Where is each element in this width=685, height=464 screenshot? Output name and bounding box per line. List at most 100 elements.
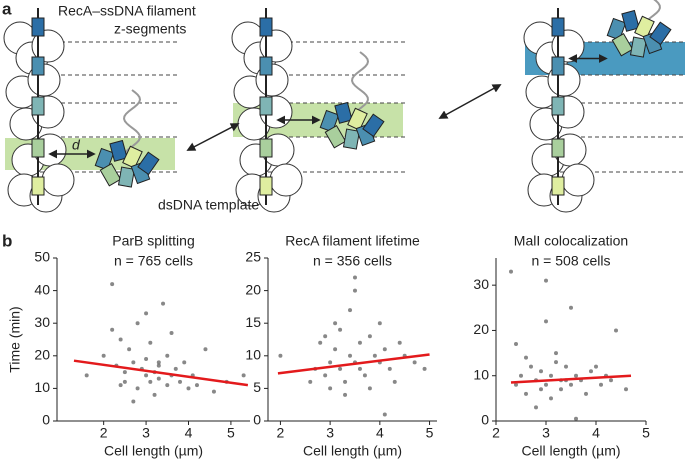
template-segment xyxy=(137,151,160,176)
data-point xyxy=(241,373,246,378)
data-point xyxy=(131,360,136,365)
data-point xyxy=(328,386,333,391)
template-segment xyxy=(117,166,136,188)
data-point xyxy=(357,340,362,345)
data-point xyxy=(392,379,397,384)
data-point xyxy=(323,373,328,378)
template-segment xyxy=(611,33,634,57)
template-segment xyxy=(362,113,385,138)
data-point xyxy=(544,382,548,387)
data-point xyxy=(348,353,353,358)
y-tick-label: 15 xyxy=(245,314,261,330)
panel-label: b xyxy=(2,231,12,250)
data-point xyxy=(624,387,628,392)
z-segment xyxy=(31,96,45,116)
data-point xyxy=(173,366,178,371)
data-point xyxy=(122,370,127,375)
template-segment xyxy=(99,163,122,187)
data-point xyxy=(131,399,136,404)
x-axis-label: Cell length (µm) xyxy=(303,443,402,459)
z-segment xyxy=(259,138,273,158)
data-point xyxy=(599,382,603,387)
data-point xyxy=(387,366,392,371)
y-tick-label: 10 xyxy=(245,347,261,363)
z-segment xyxy=(551,17,565,37)
chart-title: RecA filament lifetime xyxy=(285,233,420,249)
y-axis-label: Time (min) xyxy=(7,306,23,372)
z-segment xyxy=(551,176,565,196)
y-tick-label: 20 xyxy=(34,347,50,363)
data-point xyxy=(589,369,593,374)
reca-monomer xyxy=(259,29,293,63)
data-point xyxy=(333,321,338,326)
data-point xyxy=(169,330,174,335)
data-point xyxy=(574,416,578,421)
data-point xyxy=(156,376,161,381)
filament-label: RecA–ssDNA filament xyxy=(58,3,196,19)
x-tick-label: 2 xyxy=(492,425,500,441)
x-tick-label: 2 xyxy=(100,425,108,441)
data-point xyxy=(165,353,170,358)
data-point xyxy=(372,353,377,358)
panel-label: a xyxy=(2,0,12,18)
y-tick-label: 10 xyxy=(473,366,489,382)
x-tick-label: 5 xyxy=(642,425,650,441)
reca-monomer xyxy=(561,163,595,197)
reca-monomer xyxy=(31,29,65,63)
x-tick-label: 3 xyxy=(542,425,550,441)
x-tick-label: 5 xyxy=(426,425,434,441)
data-point xyxy=(118,383,123,388)
data-point xyxy=(278,353,283,358)
z-segment xyxy=(259,96,273,116)
template-segment xyxy=(334,101,353,124)
data-point xyxy=(165,383,170,388)
z-segment xyxy=(259,176,273,196)
z-segment xyxy=(31,17,45,37)
z-segment xyxy=(551,138,565,158)
template-segment xyxy=(649,21,672,46)
data-point xyxy=(397,340,402,345)
fit-line xyxy=(510,374,632,384)
data-point xyxy=(338,327,343,332)
data-point xyxy=(148,379,153,384)
data-point xyxy=(544,319,548,324)
data-point xyxy=(514,382,518,387)
data-point xyxy=(614,328,618,333)
z-segment xyxy=(31,176,45,196)
data-point xyxy=(144,311,149,316)
data-point xyxy=(352,275,357,280)
data-point xyxy=(574,373,578,378)
data-point xyxy=(110,282,115,287)
data-point xyxy=(559,387,563,392)
data-point xyxy=(211,389,216,394)
chart-title: MalI colocalization xyxy=(514,233,628,249)
data-point xyxy=(186,386,191,391)
chart-subtitle: n = 765 cells xyxy=(114,253,193,269)
data-point xyxy=(377,321,382,326)
data-point xyxy=(367,386,372,391)
template-segment xyxy=(122,145,143,169)
x-tick-label: 3 xyxy=(142,425,150,441)
template-segment xyxy=(347,107,368,131)
z-segment xyxy=(259,56,273,76)
y-tick-label: 0 xyxy=(42,412,50,428)
x-axis-label: Cell length (µm) xyxy=(521,443,620,459)
data-point xyxy=(343,379,348,384)
y-tick-label: 20 xyxy=(245,281,261,297)
data-point xyxy=(539,369,543,374)
data-point xyxy=(194,383,199,388)
x-tick-label: 5 xyxy=(227,425,235,441)
data-point xyxy=(308,379,313,384)
data-point xyxy=(609,378,613,383)
data-point xyxy=(519,373,523,378)
reca-monomer xyxy=(269,163,303,197)
data-point xyxy=(110,327,115,332)
z-segment xyxy=(31,138,45,158)
data-point xyxy=(135,321,140,326)
data-point xyxy=(148,340,153,345)
template-segment xyxy=(634,15,655,39)
fit-line xyxy=(73,359,249,387)
chart-subtitle: n = 356 cells xyxy=(313,253,392,269)
template-segment xyxy=(94,147,115,171)
z-segment xyxy=(259,17,273,37)
